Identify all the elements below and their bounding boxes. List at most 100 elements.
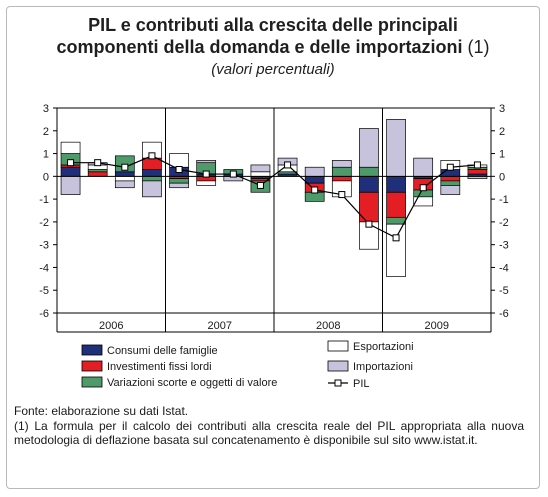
bar-esportazioni: [196, 180, 217, 186]
y-tick-label-left: -3: [39, 240, 49, 252]
pil-marker: [419, 184, 427, 192]
y-tick-label-right: 1: [499, 149, 505, 161]
y-tick-label-right: -4: [499, 262, 509, 274]
legend-swatch-scorte: [81, 376, 103, 388]
y-tick-label-left: -5: [39, 285, 49, 297]
title-note: (1): [467, 37, 490, 57]
bar-esportazioni: [114, 175, 135, 182]
bar-importazioni: [413, 157, 434, 177]
bar-importazioni: [169, 182, 189, 189]
pil-marker: [392, 234, 400, 242]
bar-esportazioni: [413, 196, 434, 207]
source-notes: Fonte: elaborazione su dati Istat. (1) L…: [14, 404, 524, 448]
pil-marker: [175, 166, 183, 173]
y-tick-label-left: 3: [43, 103, 49, 115]
bar-esportazioni: [386, 223, 406, 277]
bar-consumi: [304, 175, 325, 184]
bar-investimenti: [440, 175, 461, 182]
x-year-label: 2008: [316, 320, 340, 332]
bar-consumi: [359, 175, 379, 193]
bar-investimenti: [331, 175, 352, 182]
bar-esportazioni: [169, 153, 189, 168]
pil-marker: [94, 159, 102, 167]
legend-label-pil: PIL: [353, 378, 370, 390]
footnote-text: (1) La formula per il calcolo dei contri…: [14, 418, 524, 448]
y-tick-label-left: 0: [43, 171, 49, 183]
bar-scorte: [169, 178, 189, 184]
x-year-label: 2009: [425, 320, 449, 332]
y-tick-label-right: 0: [499, 171, 505, 183]
y-tick-label-right: -5: [499, 285, 509, 297]
pil-marker: [121, 163, 129, 171]
legend-swatch-investimenti: [81, 360, 103, 372]
pil-line: [70, 155, 478, 239]
pil-marker: [256, 181, 264, 189]
title-line-1: PIL e contributi alla crescita delle pri…: [88, 15, 458, 35]
legend-label-investimenti: Investimenti fissi lordi: [107, 361, 212, 373]
legend-marker-pil: [334, 379, 342, 387]
pil-marker: [473, 161, 481, 169]
bar-importazioni: [142, 180, 162, 198]
y-tick-label-right: -3: [499, 240, 509, 252]
pil-marker: [338, 191, 346, 199]
legend-label-importazioni: Importazioni: [353, 361, 413, 373]
y-tick-label-left: -1: [39, 194, 49, 206]
y-tick-label-left: 1: [43, 149, 49, 161]
legend-swatch-importazioni: [327, 360, 349, 372]
pil-marker: [446, 163, 454, 171]
bar-investimenti: [87, 171, 108, 177]
chart-subtitle: (valori percentuali): [211, 61, 335, 78]
bar-scorte: [331, 166, 352, 177]
bar-importazioni: [359, 128, 379, 168]
bar-scorte: [304, 191, 325, 202]
bar-esportazioni: [250, 171, 271, 177]
bar-scorte: [142, 175, 162, 182]
bar-importazioni: [196, 160, 217, 164]
x-year-label: 2007: [208, 320, 232, 332]
legend-swatch-consumi: [81, 344, 103, 356]
y-tick-label-right: -6: [499, 308, 509, 320]
bar-scorte: [386, 216, 406, 225]
bar-consumi: [386, 175, 406, 193]
source-text: Fonte: elaborazione su dati Istat.: [14, 404, 189, 418]
legend-label-scorte: Variazioni scorte e oggetti di valore: [107, 377, 277, 389]
bar-scorte: [359, 166, 379, 177]
bar-importazioni: [386, 119, 406, 177]
bar-consumi: [114, 171, 135, 177]
y-tick-label-right: 2: [499, 126, 505, 138]
y-tick-label-left: -2: [39, 217, 49, 229]
bar-consumi: [60, 166, 81, 177]
pil-marker: [148, 152, 156, 160]
y-tick-label-right: -1: [499, 194, 509, 206]
legend-label-consumi: Consumi delle famiglie: [107, 345, 218, 357]
bar-importazioni: [60, 175, 81, 195]
chart-frame: [6, 6, 540, 489]
legend-swatch-esportazioni: [327, 340, 349, 352]
bar-importazioni: [331, 160, 352, 168]
pil-marker: [202, 170, 210, 178]
y-tick-label-left: -4: [39, 262, 49, 274]
pil-marker: [365, 220, 373, 228]
legend-label-esportazioni: Esportazioni: [353, 341, 414, 353]
y-tick-label-left: -6: [39, 308, 49, 320]
title-line-2-text: componenti della domanda e delle importa…: [56, 37, 463, 57]
pil-marker: [284, 161, 292, 169]
bar-esportazioni: [60, 141, 81, 154]
bar-importazioni: [250, 164, 271, 173]
bar-importazioni: [304, 166, 325, 177]
bar-importazioni: [114, 180, 135, 189]
pil-marker: [229, 170, 237, 178]
pil-marker: [67, 159, 75, 167]
y-tick-label-right: 3: [499, 103, 505, 115]
pil-marker: [311, 186, 319, 194]
bar-investimenti: [386, 191, 406, 218]
y-tick-label-left: 2: [43, 126, 49, 138]
chart-title: PIL e contributi alla crescita delle pri…: [6, 14, 540, 58]
y-tick-label-right: -2: [499, 217, 509, 229]
bar-importazioni: [440, 185, 461, 195]
bar-consumi: [142, 169, 162, 177]
bar-scorte: [440, 180, 461, 186]
x-year-label: 2006: [99, 320, 123, 332]
title-line-2: componenti della domanda e delle importa…: [6, 36, 540, 58]
